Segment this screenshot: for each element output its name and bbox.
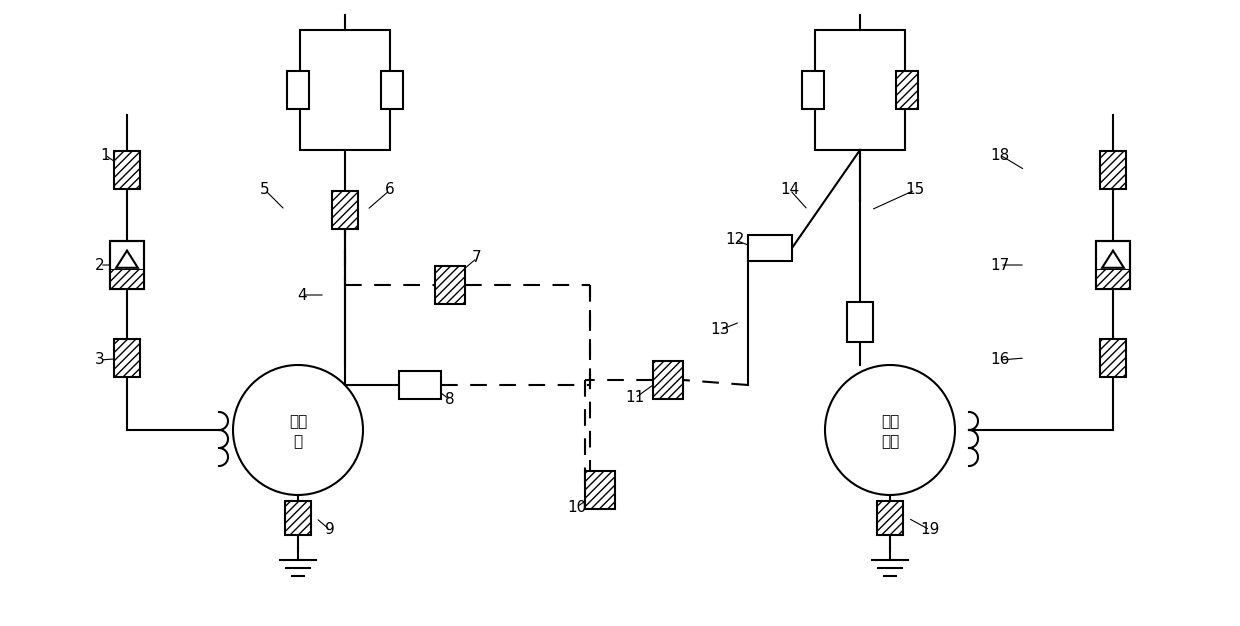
Bar — [110, 241, 144, 289]
Bar — [435, 266, 465, 304]
Bar — [285, 501, 311, 535]
Text: 5: 5 — [260, 183, 270, 197]
Bar — [332, 191, 358, 229]
Bar — [110, 241, 144, 289]
Bar — [1096, 270, 1130, 289]
Bar — [114, 151, 140, 189]
Text: 12: 12 — [725, 232, 745, 247]
Bar — [802, 71, 825, 109]
Text: 10: 10 — [568, 500, 587, 515]
Bar — [110, 270, 144, 289]
Bar — [815, 30, 905, 150]
Text: 15: 15 — [905, 183, 925, 197]
Text: 动机: 动机 — [880, 434, 899, 449]
Bar — [653, 361, 683, 399]
Bar — [300, 30, 391, 150]
Polygon shape — [1102, 250, 1123, 268]
Text: 13: 13 — [711, 322, 729, 337]
Text: 17: 17 — [991, 257, 1009, 272]
Bar — [847, 302, 873, 342]
Text: 2: 2 — [95, 257, 105, 272]
Bar — [1096, 241, 1130, 289]
Text: 拖动: 拖动 — [289, 414, 308, 429]
Bar — [897, 71, 918, 109]
Bar — [1100, 151, 1126, 189]
Circle shape — [233, 365, 363, 495]
Text: 8: 8 — [445, 393, 455, 408]
Circle shape — [825, 365, 955, 495]
Text: 1: 1 — [100, 148, 110, 163]
Bar — [381, 71, 403, 109]
Text: 机: 机 — [294, 434, 303, 449]
Bar — [1100, 339, 1126, 377]
Text: 被拖: 被拖 — [880, 414, 899, 429]
Text: 3: 3 — [95, 352, 105, 367]
Bar — [748, 235, 792, 261]
Text: 19: 19 — [920, 523, 940, 538]
Bar — [399, 371, 441, 399]
Text: 4: 4 — [298, 287, 306, 302]
Bar — [114, 339, 140, 377]
Text: 7: 7 — [472, 250, 482, 265]
Text: 9: 9 — [325, 523, 335, 538]
Bar — [877, 501, 903, 535]
Bar — [585, 471, 615, 509]
Bar — [1096, 241, 1130, 289]
Text: 6: 6 — [386, 183, 394, 197]
Text: 14: 14 — [780, 183, 800, 197]
Text: 18: 18 — [991, 148, 1009, 163]
Text: 11: 11 — [625, 391, 645, 406]
Polygon shape — [117, 250, 138, 268]
Bar — [286, 71, 309, 109]
Text: 16: 16 — [991, 352, 1009, 367]
